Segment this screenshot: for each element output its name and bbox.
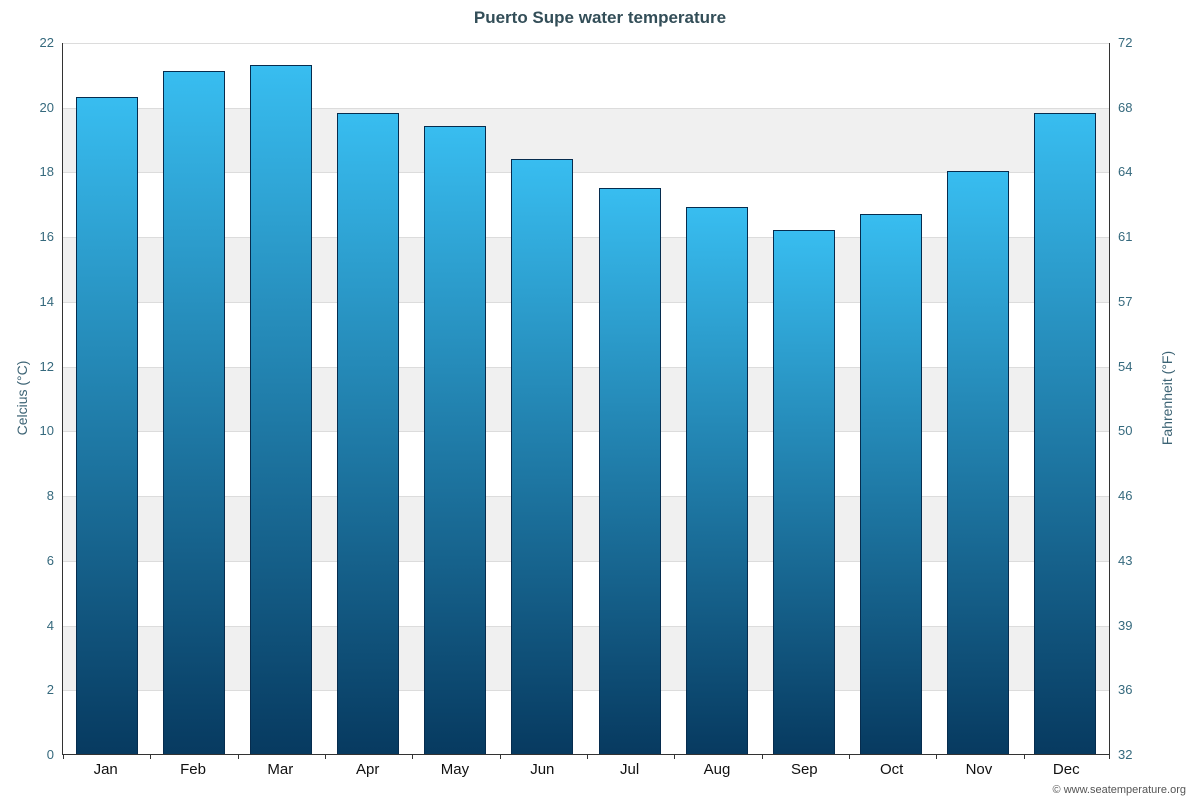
bar-mar (249, 64, 312, 754)
x-axis-label-sep: Sep (790, 761, 818, 778)
x-axis-tick (500, 754, 501, 759)
y-tick-celsius-8: 8 (46, 488, 54, 504)
x-axis-label-jul: Jul (620, 761, 640, 778)
y-tick-celsius-14: 14 (39, 293, 54, 309)
x-axis-label-feb: Feb (180, 761, 206, 778)
y-tick-fahrenheit-68: 68 (1118, 99, 1133, 115)
y-tick-fahrenheit-54: 54 (1118, 358, 1133, 374)
x-axis-label-apr: Apr (355, 761, 380, 778)
gridline (63, 626, 1109, 627)
y-tick-fahrenheit-43: 43 (1118, 552, 1133, 568)
y-tick-fahrenheit-46: 46 (1118, 488, 1133, 504)
y-tick-celsius-18: 18 (39, 164, 54, 180)
gridline (63, 237, 1109, 238)
y-tick-celsius-6: 6 (46, 552, 54, 568)
y-tick-celsius-4: 4 (46, 617, 54, 633)
plot-area (62, 43, 1110, 759)
y-tick-fahrenheit-50: 50 (1118, 423, 1133, 439)
gridline (63, 561, 1109, 562)
gridline (63, 367, 1109, 368)
plot-band (63, 237, 1109, 302)
x-axis-tick (849, 754, 850, 759)
x-axis-tick (325, 754, 326, 759)
y-tick-celsius-20: 20 (39, 99, 54, 115)
x-axis-labels: Jan Feb Mar Apr May Jun Jul Aug Sep Oct Nov Dec (62, 761, 1110, 778)
gridline (63, 302, 1109, 303)
x-axis-tick (412, 754, 413, 759)
y-tick-fahrenheit-64: 64 (1118, 164, 1133, 180)
chart-title: Puerto Supe water temperature (473, 8, 727, 27)
x-axis-tick (150, 754, 151, 759)
bar-series (63, 43, 1109, 754)
gridline (63, 496, 1109, 497)
y-tick-fahrenheit-32: 32 (1118, 747, 1133, 762)
bar-feb (162, 71, 225, 754)
gridline (63, 43, 1109, 44)
x-axis-tick (587, 754, 588, 759)
plot-band (63, 366, 1109, 432)
x-axis-label-may: May (440, 761, 470, 778)
x-axis-label-oct: Oct (879, 761, 904, 778)
x-axis-label-dec: Dec (1052, 761, 1080, 778)
y-tick-fahrenheit-61: 61 (1118, 229, 1133, 245)
copyright-link[interactable]: © www.seatemperature.org (1052, 784, 1186, 796)
y-tick-celsius-0: 0 (46, 747, 54, 762)
plot-band (63, 107, 1109, 173)
gridline (63, 172, 1109, 173)
y-tick-fahrenheit-39: 39 (1118, 617, 1133, 633)
y-tick-celsius-2: 2 (46, 682, 54, 698)
y-tick-celsius-12: 12 (39, 358, 54, 374)
bar-oct (859, 213, 922, 754)
y-tick-fahrenheit-57: 57 (1118, 293, 1133, 309)
x-axis-tick (238, 754, 239, 759)
x-axis-label-nov: Nov (965, 761, 993, 778)
bar-aug (685, 207, 748, 754)
gridline (63, 690, 1109, 691)
y-tick-celsius-10: 10 (39, 423, 54, 439)
x-axis-tick (1109, 754, 1110, 759)
plot-band (63, 625, 1109, 691)
bar-nov (947, 171, 1010, 754)
x-axis-label-jan: Jan (93, 761, 118, 778)
y-tick-celsius-22: 22 (39, 35, 54, 50)
x-axis-label-jun: Jun (530, 761, 555, 778)
gridline (63, 431, 1109, 432)
gridline (63, 108, 1109, 109)
bar-apr (337, 113, 400, 754)
plot-band (63, 496, 1109, 561)
y-axis-label-fahrenheit: Fahrenheit (°F) (1159, 350, 1175, 446)
y-tick-fahrenheit-72: 72 (1118, 35, 1133, 50)
y-tick-fahrenheit-36: 36 (1118, 682, 1133, 698)
bar-jul (598, 187, 661, 754)
bar-dec (1034, 113, 1097, 754)
bar-sep (772, 229, 835, 754)
bar-may (424, 126, 487, 754)
x-axis-tick (936, 754, 937, 759)
x-axis-tick (1024, 754, 1025, 759)
x-axis-tick (63, 754, 64, 759)
y-axis-ticks-fahrenheit: 32 36 39 43 46 50 54 57 61 64 68 72 (1118, 35, 1158, 762)
x-axis-tick (674, 754, 675, 759)
bar-jun (511, 158, 574, 754)
y-axis-ticks-celsius: 0 2 4 6 8 10 12 14 16 18 20 22 (20, 35, 54, 762)
x-axis-tick (762, 754, 763, 759)
y-tick-celsius-16: 16 (39, 229, 54, 245)
x-axis-label-mar: Mar (267, 761, 294, 778)
x-axis-label-aug: Aug (703, 761, 731, 778)
bar-jan (75, 97, 138, 754)
